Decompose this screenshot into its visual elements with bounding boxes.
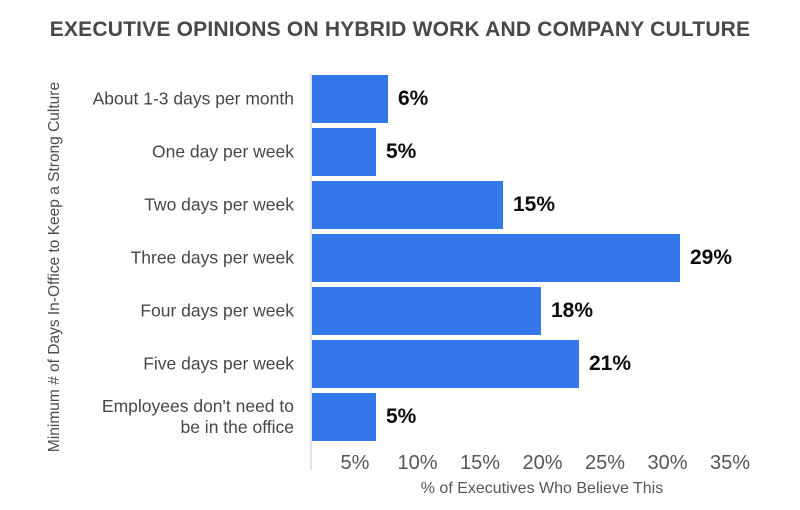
- x-axis-ticks: 5% 10% 15% 20% 25% 30% 35%: [0, 452, 800, 476]
- x-tick-label: 20%: [522, 452, 563, 474]
- bar-row: About 1-3 days per month 6%: [0, 75, 800, 123]
- bar: [312, 340, 579, 388]
- value-label: 29%: [690, 246, 733, 269]
- bar-row: Three days per week 29%: [0, 234, 800, 282]
- category-label: Five days per week: [143, 353, 294, 374]
- x-tick-label: 35%: [709, 452, 751, 474]
- x-tick-label: 30%: [647, 452, 688, 474]
- y-axis-line: [310, 73, 312, 470]
- x-tick-label: 25%: [584, 452, 626, 474]
- bar: [312, 128, 376, 176]
- value-label: 21%: [589, 352, 632, 375]
- x-tick-label: 5%: [340, 452, 370, 474]
- x-axis-title: % of Executives Who Believe This: [420, 480, 664, 497]
- category-label: Three days per week: [130, 247, 294, 268]
- x-tick-label: 10%: [397, 452, 438, 474]
- category-label: About 1-3 days per month: [92, 88, 294, 109]
- bar-row: Five days per week 21%: [0, 340, 800, 388]
- bar: [312, 393, 376, 441]
- category-label: Four days per week: [140, 300, 294, 321]
- x-tick-label: 15%: [459, 452, 501, 474]
- category-label: Two days per week: [144, 194, 294, 215]
- category-label: One day per week: [151, 141, 294, 162]
- value-label: 18%: [551, 299, 594, 322]
- value-label: 5%: [386, 405, 417, 428]
- value-label: 6%: [398, 87, 429, 110]
- bar: [312, 75, 388, 123]
- bar: [312, 181, 503, 229]
- category-label: Employees don't need to be in the office: [101, 396, 294, 437]
- bar-row: Employees don't need to be in the office…: [0, 393, 800, 441]
- bar: [312, 287, 541, 335]
- bar-row: One day per week 5%: [0, 128, 800, 176]
- bar-row: Two days per week 15%: [0, 181, 800, 229]
- bar-row: Four days per week 18%: [0, 287, 800, 335]
- value-label: 15%: [513, 193, 556, 216]
- value-label: 5%: [386, 140, 417, 163]
- chart-title: EXECUTIVE OPINIONS ON HYBRID WORK AND CO…: [49, 18, 751, 41]
- bar: [312, 234, 680, 282]
